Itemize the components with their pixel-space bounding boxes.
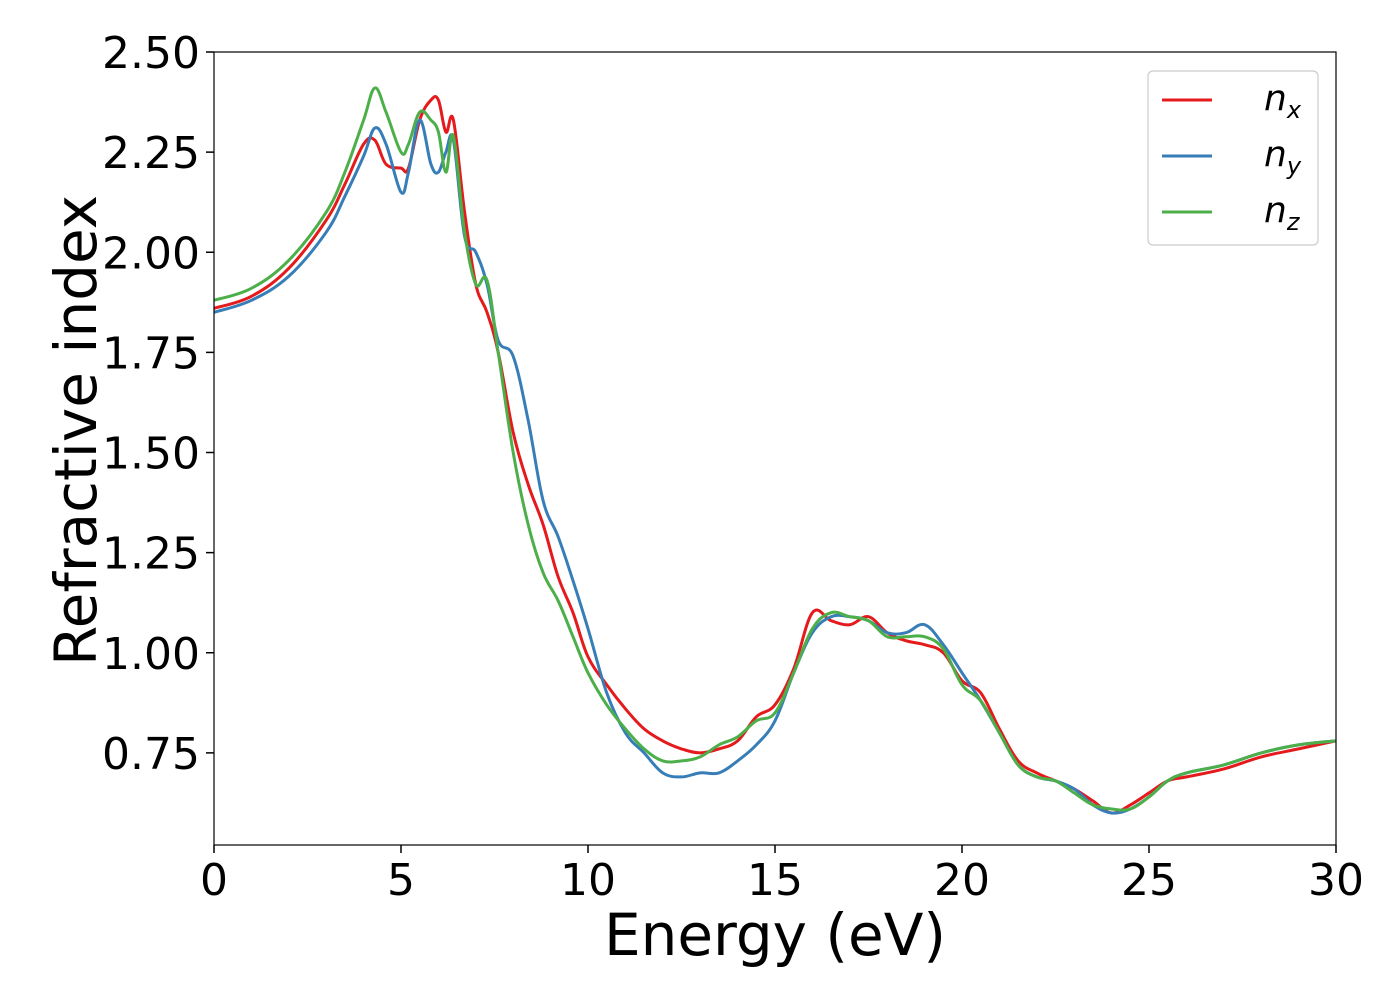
- y-tick-label: 1.25: [102, 529, 200, 580]
- x-tick-label: 0: [200, 855, 228, 906]
- y-tick-label: 1.50: [102, 429, 200, 480]
- plot-frame: [213, 51, 1337, 846]
- x-tick-label: 20: [934, 855, 990, 906]
- x-tick-label: 15: [747, 855, 803, 906]
- y-axis-ticks: 0.75 1.00 1.25 1.50 1.75 2.00 2.25 2.50: [102, 28, 214, 780]
- y-tick-label: 2.50: [102, 28, 200, 79]
- y-tick-label: 2.00: [102, 228, 200, 279]
- y-tick-label: 1.00: [102, 629, 200, 680]
- series-layer: [214, 86, 1336, 815]
- y-tick-label: 0.75: [102, 729, 200, 780]
- x-axis-ticks: 0 5 10 15 20 25 30: [200, 845, 1364, 906]
- x-tick-label: 25: [1121, 855, 1177, 906]
- series-line-z: [214, 86, 1336, 812]
- y-tick-label: 1.75: [102, 328, 200, 379]
- x-tick-label: 30: [1308, 855, 1364, 906]
- legend-label-y: ny: [1264, 134, 1302, 180]
- y-tick-label: 2.25: [102, 128, 200, 179]
- legend-label-x: nx: [1264, 78, 1302, 124]
- legend-label-z: nz: [1264, 190, 1301, 236]
- legend-box: [1147, 70, 1319, 246]
- y-axis-title: Refractive index: [42, 195, 110, 666]
- legend: nx ny nz: [1147, 70, 1319, 246]
- x-axis-title: Energy (eV): [604, 901, 946, 969]
- x-tick-label: 5: [387, 855, 415, 906]
- x-tick-label: 10: [560, 855, 616, 906]
- series-line-y: [214, 118, 1336, 815]
